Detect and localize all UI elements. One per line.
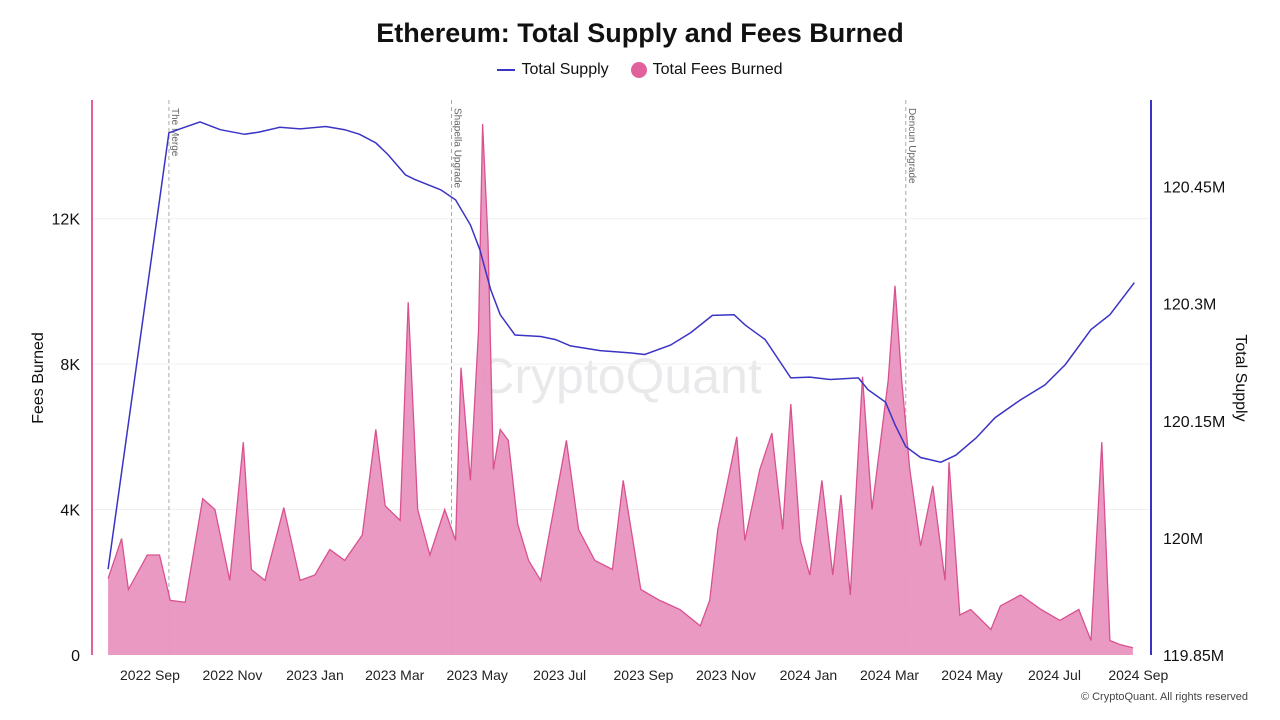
event-label: The Merge bbox=[169, 108, 180, 157]
x-tick-label: 2024 Mar bbox=[860, 667, 919, 683]
x-tick-label: 2023 Nov bbox=[696, 667, 756, 683]
total-supply-line bbox=[107, 121, 1135, 570]
x-tick-label: 2024 Jan bbox=[780, 667, 838, 683]
x-tick-label: 2022 Nov bbox=[203, 667, 263, 683]
y-right-tick-label: 120.45M bbox=[1163, 180, 1225, 197]
y-right-tick-label: 120M bbox=[1163, 531, 1203, 548]
y-left-tick-label: 4K bbox=[60, 503, 80, 520]
legend-label: Total Fees Burned bbox=[652, 61, 783, 78]
x-tick-label: 2022 Sep bbox=[120, 667, 180, 683]
dot-swatch-icon bbox=[630, 62, 647, 78]
y-left-tick-label: 0 bbox=[71, 648, 80, 665]
legend-item-fees-burned[interactable]: Total Fees Burned bbox=[630, 61, 783, 79]
watermark: CryptoQuant bbox=[478, 348, 762, 404]
x-tick-label: 2024 May bbox=[941, 667, 1002, 683]
event-label: Dencun Upgrade bbox=[906, 108, 917, 184]
y-right-tick-label: 119.85M bbox=[1163, 648, 1224, 665]
chart-title: Ethereum: Total Supply and Fees Burned bbox=[376, 18, 904, 48]
fees-burned-line bbox=[107, 123, 1134, 649]
legend-label: Total Supply bbox=[521, 61, 609, 78]
y-right-axis-title: Total Supply bbox=[1232, 334, 1249, 421]
event-label: Shapella Upgrade bbox=[451, 108, 462, 188]
line-swatch-icon bbox=[497, 69, 516, 71]
legend: Total Supply Total Fees Burned bbox=[0, 61, 1280, 79]
y-left-tick-label: 8K bbox=[60, 357, 80, 374]
y-left-axis-title: Fees Burned bbox=[30, 332, 47, 424]
x-tick-label: 2023 Mar bbox=[365, 667, 424, 683]
x-tick-label: 2023 Jan bbox=[286, 667, 344, 683]
x-tick-label: 2024 Jul bbox=[1028, 667, 1081, 683]
y-right-tick-label: 120.15M bbox=[1163, 414, 1225, 431]
x-tick-label: 2023 May bbox=[446, 667, 507, 683]
x-tick-label: 2023 Sep bbox=[614, 667, 674, 683]
legend-item-total-supply[interactable]: Total Supply bbox=[497, 61, 609, 79]
copyright: © CryptoQuant. All rights reserved bbox=[1080, 691, 1248, 703]
y-right-tick-label: 120.3M bbox=[1163, 297, 1216, 314]
x-tick-label: 2023 Jul bbox=[533, 667, 586, 683]
x-tick-label: 2024 Sep bbox=[1108, 667, 1168, 683]
y-left-tick-label: 12K bbox=[52, 212, 81, 229]
